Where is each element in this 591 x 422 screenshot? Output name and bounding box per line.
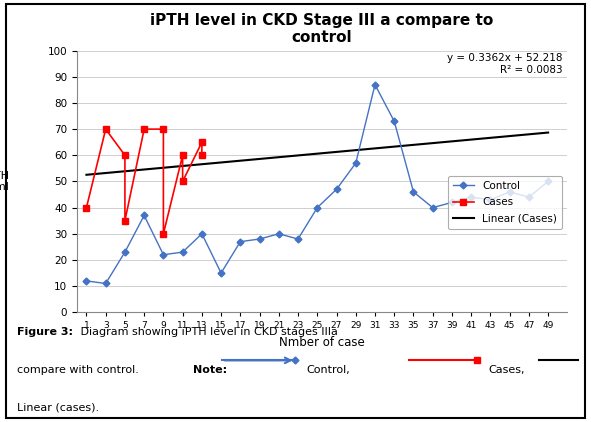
Control [160,252,167,257]
Text: Control,: Control, [307,365,350,375]
Cases [160,127,167,132]
Control [83,279,90,284]
Control [352,161,359,166]
Text: Cases,: Cases, [488,365,525,375]
Control [333,187,340,192]
Cases [179,179,186,184]
Text: Note:: Note: [193,365,228,375]
Title: iPTH level in CKD Stage III a compare to
control: iPTH level in CKD Stage III a compare to… [151,13,493,45]
Control [275,231,282,236]
Cases [121,218,128,223]
Control [102,281,109,286]
Cases [102,127,109,132]
Control [467,195,475,200]
Control [410,189,417,195]
Control [237,239,244,244]
Control [256,236,263,241]
Control [372,82,379,87]
Line: Control: Control [84,82,551,286]
Control [217,271,225,276]
Control [391,119,398,124]
Text: compare with control.: compare with control. [18,365,139,375]
Control [544,179,551,184]
Control [314,205,321,210]
X-axis label: Nmber of case: Nmber of case [279,336,365,349]
Control [429,205,436,210]
Cases [141,127,148,132]
Cases [179,153,186,158]
Control [449,200,456,205]
Legend: Control, Cases, Linear (Cases): Control, Cases, Linear (Cases) [448,176,562,229]
Cases [121,153,128,158]
Control [487,197,494,202]
Control [121,249,128,254]
Control [294,236,301,241]
Line: Cases: Cases [84,126,204,237]
Cases [199,153,206,158]
Text: y = 0.3362x + 52.218
R² = 0.0083: y = 0.3362x + 52.218 R² = 0.0083 [447,53,563,75]
Text: Diagram showing iPTH level in CKD stages IIIa: Diagram showing iPTH level in CKD stages… [77,327,338,337]
Control [525,195,532,200]
Text: Linear (cases).: Linear (cases). [18,403,100,413]
Control [199,231,206,236]
Control [179,249,186,254]
Control [141,213,148,218]
Text: Figure 3:: Figure 3: [18,327,73,337]
Cases [160,231,167,236]
Cases [199,140,206,145]
Cases [83,205,90,210]
Y-axis label: iPTH
pg/ml: iPTH pg/ml [0,170,9,192]
Control [506,189,513,195]
